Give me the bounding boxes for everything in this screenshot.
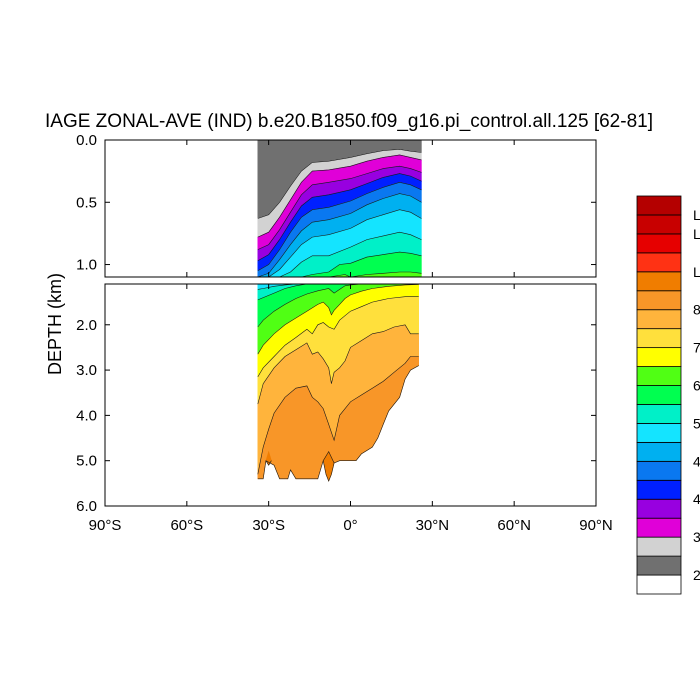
- colorbar-cell-20: [636, 195, 682, 216]
- colorbar-cell-2: [636, 536, 682, 557]
- upper-y-tick-label-0: 0.0: [76, 132, 97, 149]
- lower-y-axis: 2.0 3.0 4.0 5.0 6.0: [76, 317, 596, 515]
- colorbar-label-7: 8: [693, 302, 700, 318]
- upper-contour-line-8: [257, 251, 422, 277]
- x-tick-label-5: 60°N: [497, 517, 531, 534]
- lower-y-tick-label-2: 4.0: [76, 407, 97, 424]
- upper-contour-line-1: [257, 154, 422, 238]
- colorbar-cell-12: [636, 347, 682, 367]
- colorbar-cell-11: [636, 366, 682, 386]
- upper-contour-line-6: [257, 209, 422, 277]
- lower-depth-panel: 2.0 3.0 4.0 5.0 6.0: [76, 283, 597, 515]
- upper-contour-line-3: [257, 173, 422, 262]
- colorbar-cell-18: [636, 233, 682, 254]
- x-tick-label-3: 0°: [343, 517, 357, 534]
- colorbar-label-3: 4: [693, 453, 700, 469]
- x-tick-label-1: 60°S: [170, 517, 203, 534]
- lower-contour-line-1: [257, 284, 419, 301]
- colorbar-cell-4: [636, 498, 682, 519]
- colorbar-cell-14: [636, 309, 682, 330]
- upper-contour-fill: [257, 140, 422, 277]
- upper-contour-line-2: [257, 165, 422, 250]
- colorbar-cell-9: [636, 404, 682, 424]
- colorbar-cell-0: [636, 574, 682, 595]
- x-tick-label-2: 30°S: [252, 517, 285, 534]
- colorbar-cell-6: [636, 460, 682, 481]
- colorbar-label-1: 3: [693, 529, 700, 545]
- colorbar-label-2: 4: [693, 491, 700, 507]
- upper-y-tick-label-2: 1.0: [76, 257, 97, 274]
- colorbar-label-8: L: [693, 264, 700, 280]
- colorbar-cell-19: [636, 214, 682, 235]
- lower-contour-line-2: [257, 284, 419, 328]
- colorbar-cell-16: [636, 271, 682, 292]
- colorbar-cell-7: [636, 441, 682, 462]
- upper-contour-line-4: [257, 181, 422, 272]
- lower-contour-line-5: [257, 324, 419, 405]
- upper-contour-line-7: [257, 231, 422, 277]
- colorbar-cell-15: [636, 290, 682, 311]
- lower-y-tick-label-1: 3.0: [76, 362, 97, 379]
- x-axis: 90°S 60°S 30°S 0° 30°N 60°N 90°N: [89, 140, 613, 534]
- lower-contour-fill: [257, 284, 419, 482]
- lower-y-tick-label-0: 2.0: [76, 317, 97, 334]
- lower-y-tick-label-3: 5.0: [76, 453, 97, 470]
- lower-contour-line-4: [257, 296, 419, 378]
- colorbar-cell-8: [636, 423, 682, 443]
- x-tick-label-4: 30°N: [416, 517, 450, 534]
- colorbar-label-10: L: [693, 207, 700, 223]
- colorbar-label-5: 6: [693, 378, 700, 394]
- colorbar-label-9: L: [693, 226, 700, 242]
- x-tick-label-0: 90°S: [89, 517, 122, 534]
- lower-contour-line-3: [257, 284, 419, 355]
- upper-contour-line-9: [257, 271, 422, 277]
- colorbar-cell-17: [636, 252, 682, 273]
- colorbar-cell-5: [636, 479, 682, 500]
- colorbar-label-4: 5: [693, 415, 700, 431]
- upper-depth-panel: 0.0 0.5 1.0: [76, 132, 597, 278]
- upper-contour-line-0: [257, 148, 422, 219]
- upper-contour-line-5: [257, 193, 422, 277]
- lower-contour-line-6: [257, 356, 419, 475]
- lower-contour-line-8: [265, 460, 272, 466]
- colorbar-cell-1: [636, 555, 682, 576]
- colorbar-cell-3: [636, 517, 682, 538]
- lower-y-tick-label-4: 6.0: [76, 498, 97, 515]
- y-axis-label: DEPTH (km): [45, 273, 65, 375]
- chart-title: IAGE ZONAL-AVE (IND) b.e20.B1850.f09_g16…: [45, 111, 653, 132]
- lower-contour-line-0: [257, 284, 419, 290]
- colorbar-cell-13: [636, 328, 682, 349]
- upper-y-axis: 0.0 0.5 1.0: [76, 132, 596, 274]
- colorbar-label-0: 2: [693, 567, 700, 583]
- lower-contour-line-9: [322, 460, 335, 482]
- x-tick-label-6: 90°N: [579, 517, 613, 534]
- upper-y-tick-label-1: 0.5: [76, 194, 97, 211]
- colorbar-cell-10: [636, 385, 682, 405]
- colorbar-label-6: 7: [693, 340, 700, 356]
